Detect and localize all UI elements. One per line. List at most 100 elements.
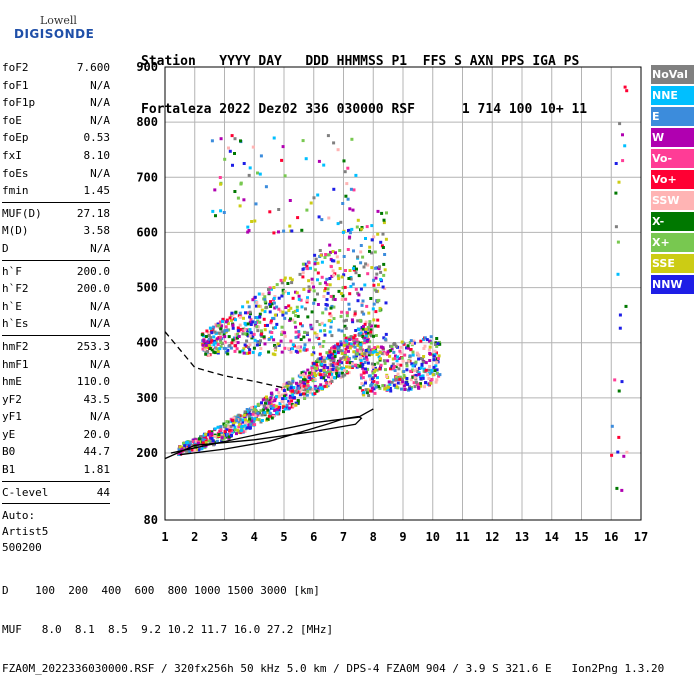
echo-point [330,346,334,350]
echo-point [210,348,214,352]
param-row: foEs N/A [2,165,110,183]
echo-point [286,385,290,389]
echo-point [267,350,271,354]
echo-point [358,346,362,350]
echo-point [363,361,367,364]
echo-point [196,440,200,444]
x-tick-label: 9 [399,530,406,544]
echo-point [406,344,410,348]
echo-point [288,402,292,406]
echo-point [288,394,292,398]
echo-point [261,292,265,296]
echo-point [427,377,431,380]
echo-point [317,215,321,219]
echo-point [307,338,311,342]
station-header: Station YYYY DAY DDD HHMMSS P1 FFS S AXN… [141,22,587,134]
echo-point [301,267,305,271]
echo-point [312,196,316,200]
echo-point [354,271,358,275]
echo-point [194,438,198,442]
echo-point [312,375,316,378]
echo-point [225,318,229,322]
echo-point [272,403,276,407]
echo-point [307,285,311,289]
echo-point [408,387,412,391]
echo-point [392,365,396,368]
echo-point [253,295,257,299]
echo-point [352,336,356,340]
echo-point [305,300,309,304]
x-tick-label: 16 [604,530,618,544]
echo-point [248,417,252,421]
echo-point [370,266,374,270]
echo-point [259,154,263,158]
echo-point [248,328,252,332]
echo-point [318,282,322,286]
echo-point [272,136,276,140]
echo-point [613,378,617,382]
echo-point [264,301,268,305]
echo-point [249,318,253,322]
echo-point [351,337,355,341]
echo-point [322,373,326,377]
param-key: h`Es [2,317,29,331]
param-value: N/A [90,357,110,371]
echo-point [351,364,355,368]
echo-point [370,224,374,228]
param-key: foF1 [2,78,29,92]
echo-point [371,350,375,354]
echo-point [260,331,264,334]
echo-point [263,297,267,301]
echo-point [214,214,217,218]
echo-point [435,337,439,340]
echo-point [302,373,305,377]
echo-point [234,428,237,432]
echo-point [191,447,195,451]
echo-point [241,420,245,424]
echo-point [361,255,365,259]
echo-point [622,454,626,458]
echo-point [207,353,211,357]
echo-point [312,301,316,305]
echo-point [216,343,220,346]
echo-point [409,378,413,382]
legend-item: W [651,128,694,147]
echo-point [301,275,305,279]
echo-point [383,253,387,256]
echo-point [262,335,266,339]
echo-point [306,296,309,300]
echo-point [327,382,331,386]
x-tick-label: 3 [221,530,228,544]
echo-point [308,371,312,375]
echo-point [283,346,287,350]
echo-point [423,336,427,340]
echo-point [366,272,370,276]
echo-point [340,329,344,333]
echo-point [371,365,375,369]
echo-point [209,340,213,344]
echo-point [324,379,328,382]
x-tick-label: 5 [280,530,287,544]
echo-point [345,343,349,347]
echo-point [274,404,278,408]
echo-point [405,377,409,380]
echo-point [365,225,369,229]
echo-point [221,320,224,324]
echo-point [257,292,261,296]
echo-point [397,357,401,360]
echo-point [230,434,233,437]
echo-point [260,419,264,422]
param-value: 27.18 [76,206,110,220]
echo-point [343,333,346,337]
param-key: foF2 [2,61,29,74]
echo-point [299,388,303,392]
echo-point [413,369,417,373]
echo-point [354,173,358,177]
echo-point [283,174,287,178]
echo-point [378,350,382,354]
echo-point [330,375,334,379]
echo-point [311,392,315,396]
echo-point [429,381,433,385]
echo-point [411,375,415,379]
param-separator [2,503,110,505]
